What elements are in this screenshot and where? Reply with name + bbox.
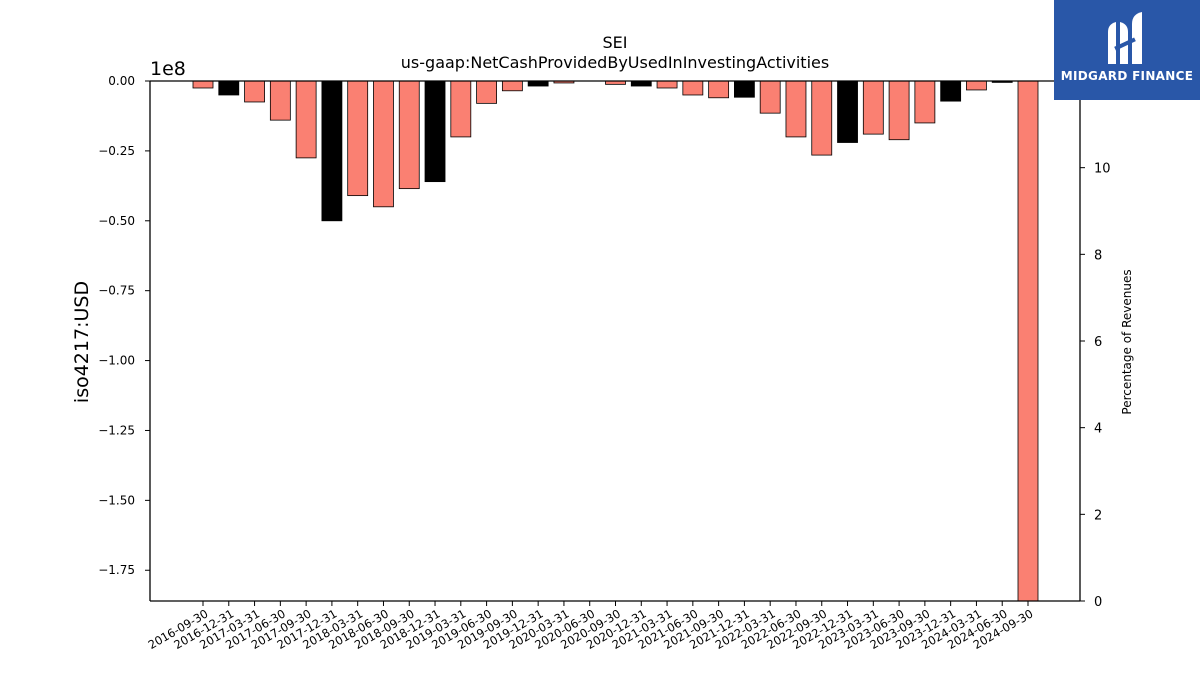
y-tick-label: 0.00 [108,74,135,88]
y-tick-label: −1.50 [98,493,135,507]
bar [862,80,884,135]
bar [888,80,910,141]
bar [244,80,265,103]
bar [269,80,291,121]
y-tick-label: −1.75 [98,563,135,577]
y2-axis-ticks: 0 2 4 6 8 10 [1080,162,1111,610]
bar [501,80,523,92]
bar [682,80,704,96]
midgard-logo-icon [1108,12,1142,64]
bar [192,80,214,89]
bar [295,80,317,159]
bar [734,80,755,98]
x-axis-ticks: 2016-09-302016-12-312017-03-312017-06-30… [146,601,1036,652]
bar [527,80,549,87]
bar [398,80,420,190]
bar [785,80,807,138]
chart-title: SEI [603,33,628,52]
y2-tick-label: 0 [1094,595,1102,610]
midgard-finance-logo: MIDGARD FINANCE [1054,0,1200,100]
bar [914,80,936,124]
bar [347,80,369,197]
bar [940,80,962,102]
y-tick-label: −0.75 [98,284,135,298]
y2-axis-label: Percentage of Revenues [1120,269,1134,414]
bar [656,80,678,89]
bar [321,80,343,222]
y2-tick-label: 10 [1094,162,1111,177]
bar [424,80,446,183]
bar [837,80,858,143]
logo-text: MIDGARD FINANCE [1060,69,1194,83]
bar [966,80,987,91]
bar [450,80,472,138]
y-axis-label: iso4217:USD [71,281,93,403]
bar [1017,80,1039,602]
bars-group [192,80,1039,602]
y2-tick-label: 8 [1094,248,1102,263]
y2-tick-label: 6 [1094,335,1102,350]
bar [373,80,394,208]
y-tick-label: −0.25 [98,144,135,158]
y2-tick-label: 4 [1094,422,1102,437]
y2-tick-label: 2 [1094,508,1102,523]
y-tick-label: −0.50 [98,214,135,228]
bar [218,80,240,96]
bar [759,80,781,114]
y-offset-label: 1e8 [150,58,186,80]
bar [630,80,652,87]
y-tick-label: −1.00 [98,354,135,368]
y-axis-ticks: 0.00 −0.25 −0.50 −0.75 −1.00 −1.25 −1.50 −1.75 [98,74,150,577]
y-tick-label: −1.25 [98,423,135,437]
bar [708,80,730,99]
bar [476,80,497,104]
chart-subtitle: us-gaap:NetCashProvidedByUsedInInvesting… [401,53,829,72]
bar [811,80,833,156]
